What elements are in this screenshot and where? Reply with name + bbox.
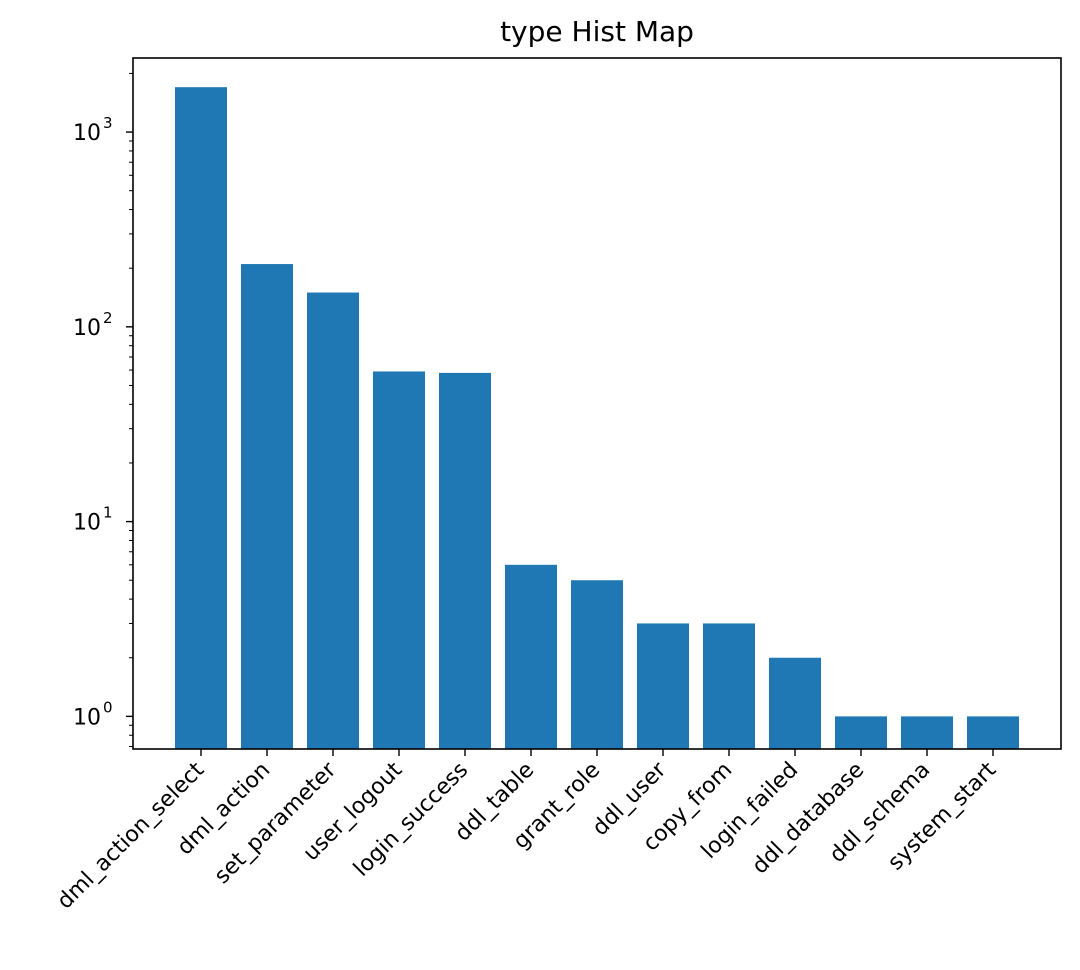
- bar: [505, 564, 557, 749]
- plot-frame: [132, 57, 1062, 750]
- y-tick-label: 10: [73, 121, 101, 146]
- y-tick-label-base: 10: [73, 121, 101, 146]
- x-tick-label: ddl_database: [748, 758, 870, 880]
- y-tick-label-exponent: 2: [103, 309, 113, 327]
- x-axis: dml_action_selectdml_actionset_parameter…: [53, 749, 1002, 914]
- bar: [835, 716, 887, 749]
- bar: [439, 372, 491, 749]
- bar: [175, 87, 227, 749]
- x-tick-label: set_parameter: [210, 757, 342, 889]
- y-tick-label-exponent: 0: [103, 698, 113, 716]
- bar: [901, 716, 953, 749]
- bar: [769, 657, 821, 749]
- bars: [175, 87, 1019, 749]
- y-tick-label: 10: [73, 511, 101, 536]
- y-tick-label-exponent: 3: [103, 114, 113, 132]
- y-tick-label: 10: [73, 316, 101, 341]
- bar: [571, 580, 623, 749]
- bar: [307, 292, 359, 749]
- y-tick-label-base: 10: [73, 511, 101, 536]
- x-tick-label: login_success: [349, 758, 473, 882]
- bar: [967, 716, 1019, 749]
- bar: [241, 264, 293, 749]
- y-tick-label: 10: [73, 705, 101, 730]
- chart-title: type Hist Map: [500, 15, 694, 48]
- y-tick-label-base: 10: [73, 316, 101, 341]
- y-tick-label-exponent: 1: [103, 504, 113, 522]
- bar: [637, 623, 689, 749]
- bar: [373, 371, 425, 749]
- y-tick-label-base: 10: [73, 705, 101, 730]
- bar: [703, 623, 755, 749]
